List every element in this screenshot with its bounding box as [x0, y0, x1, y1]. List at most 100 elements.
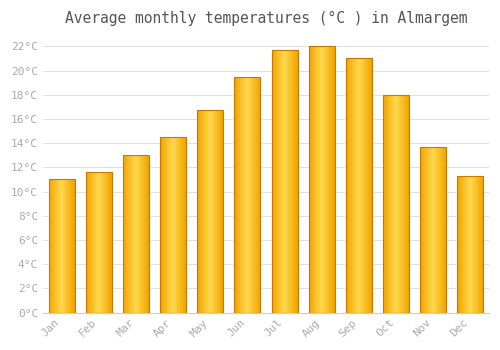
Bar	[240, 77, 241, 313]
Bar	[184, 137, 186, 313]
Bar	[59, 180, 60, 313]
Bar	[175, 137, 176, 313]
Bar	[106, 172, 107, 313]
Bar	[386, 95, 387, 313]
Bar	[177, 137, 178, 313]
Bar	[362, 58, 363, 313]
Bar	[360, 58, 361, 313]
Bar	[65, 180, 66, 313]
Bar	[53, 180, 54, 313]
Bar	[428, 147, 430, 313]
Bar	[351, 58, 352, 313]
Bar	[444, 147, 445, 313]
Bar	[361, 58, 362, 313]
Bar	[214, 111, 215, 313]
Bar	[329, 46, 330, 313]
Bar	[272, 50, 273, 313]
Bar	[280, 50, 281, 313]
Bar	[330, 46, 331, 313]
Bar	[287, 50, 288, 313]
Bar	[201, 111, 202, 313]
Bar	[180, 137, 181, 313]
Bar	[96, 172, 97, 313]
Bar	[321, 46, 322, 313]
Bar	[48, 180, 74, 313]
Bar	[255, 77, 256, 313]
Bar	[422, 147, 424, 313]
Bar	[86, 172, 87, 313]
Bar	[285, 50, 286, 313]
Bar	[60, 180, 61, 313]
Bar	[123, 155, 149, 313]
Bar	[257, 77, 258, 313]
Bar	[362, 58, 364, 313]
Bar	[469, 176, 470, 313]
Bar	[206, 111, 207, 313]
Bar	[383, 95, 409, 313]
Bar	[461, 176, 462, 313]
Bar	[426, 147, 428, 313]
Bar	[246, 77, 248, 313]
Bar	[480, 176, 482, 313]
Bar	[111, 172, 112, 313]
Bar	[440, 147, 441, 313]
Bar	[165, 137, 166, 313]
Bar	[208, 111, 209, 313]
Bar	[199, 111, 200, 313]
Bar	[392, 95, 393, 313]
Bar	[404, 95, 405, 313]
Bar	[242, 77, 243, 313]
Bar	[308, 46, 310, 313]
Bar	[221, 111, 222, 313]
Bar	[62, 180, 63, 313]
Bar	[346, 58, 347, 313]
Bar	[292, 50, 293, 313]
Bar	[421, 147, 422, 313]
Bar	[102, 172, 104, 313]
Bar	[349, 58, 350, 313]
Bar	[134, 155, 136, 313]
Bar	[87, 172, 88, 313]
Bar	[51, 180, 52, 313]
Bar	[468, 176, 469, 313]
Bar	[350, 58, 351, 313]
Bar	[284, 50, 285, 313]
Bar	[371, 58, 372, 313]
Bar	[72, 180, 74, 313]
Bar	[396, 95, 398, 313]
Bar	[392, 95, 394, 313]
Bar	[391, 95, 392, 313]
Bar	[138, 155, 139, 313]
Bar	[248, 77, 250, 313]
Bar	[477, 176, 478, 313]
Bar	[64, 180, 65, 313]
Bar	[433, 147, 434, 313]
Bar	[216, 111, 218, 313]
Bar	[403, 95, 404, 313]
Bar	[126, 155, 127, 313]
Bar	[169, 137, 170, 313]
Bar	[166, 137, 167, 313]
Bar	[173, 137, 174, 313]
Bar	[88, 172, 89, 313]
Bar	[438, 147, 439, 313]
Bar	[252, 77, 253, 313]
Bar	[128, 155, 129, 313]
Bar	[50, 180, 51, 313]
Bar	[107, 172, 108, 313]
Bar	[385, 95, 386, 313]
Bar	[70, 180, 72, 313]
Bar	[406, 95, 407, 313]
Bar	[313, 46, 314, 313]
Bar	[384, 95, 385, 313]
Bar	[127, 155, 128, 313]
Bar	[442, 147, 443, 313]
Bar	[332, 46, 334, 313]
Bar	[183, 137, 184, 313]
Bar	[197, 111, 223, 313]
Bar	[210, 111, 211, 313]
Bar	[290, 50, 291, 313]
Bar	[55, 180, 56, 313]
Bar	[482, 176, 484, 313]
Bar	[295, 50, 296, 313]
